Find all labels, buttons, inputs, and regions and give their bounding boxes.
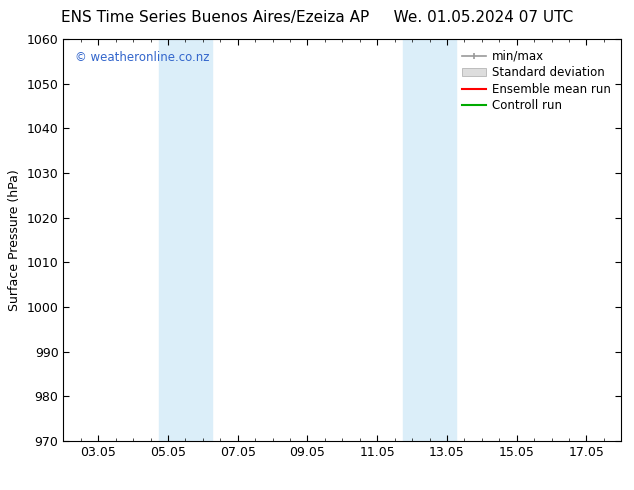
Text: © weatheronline.co.nz: © weatheronline.co.nz — [75, 51, 209, 64]
Bar — [403, 39, 456, 441]
Bar — [159, 39, 212, 441]
Legend: min/max, Standard deviation, Ensemble mean run, Controll run: min/max, Standard deviation, Ensemble me… — [458, 45, 616, 117]
Text: ENS Time Series Buenos Aires/Ezeiza AP     We. 01.05.2024 07 UTC: ENS Time Series Buenos Aires/Ezeiza AP W… — [61, 10, 573, 25]
Y-axis label: Surface Pressure (hPa): Surface Pressure (hPa) — [8, 169, 21, 311]
